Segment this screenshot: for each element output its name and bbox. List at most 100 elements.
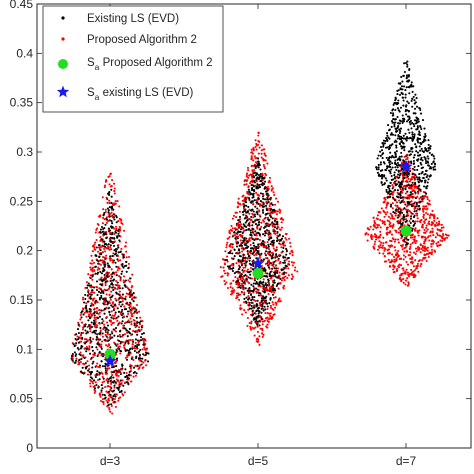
scatter-point	[262, 220, 266, 223]
scatter-point	[98, 259, 101, 262]
scatter-point	[123, 305, 126, 308]
scatter-point	[428, 223, 431, 226]
scatter-point	[228, 229, 231, 233]
scatter-point	[412, 156, 415, 159]
scatter-point	[401, 187, 404, 190]
scatter-point	[382, 242, 385, 245]
scatter-point	[421, 244, 424, 247]
scatter-point	[241, 231, 244, 235]
scatter-point	[118, 297, 121, 300]
scatter-point	[425, 253, 428, 256]
scatter-point	[112, 288, 115, 292]
scatter-point	[289, 245, 292, 248]
scatter-point	[244, 287, 247, 290]
scatter-point	[107, 287, 110, 290]
scatter-point	[403, 250, 406, 253]
scatter-point	[403, 149, 406, 152]
scatter-point	[113, 384, 116, 387]
scatter-point	[231, 227, 234, 230]
scatter-point	[118, 391, 121, 394]
scatter-point	[235, 262, 238, 265]
scatter-point	[399, 82, 402, 85]
scatter-point	[101, 322, 104, 325]
scatter-point	[404, 89, 407, 92]
scatter-point	[85, 315, 88, 318]
scatter-point	[93, 297, 96, 300]
scatter-point	[98, 311, 101, 314]
scatter-point	[79, 351, 82, 354]
scatter-point	[410, 200, 413, 203]
scatter-point	[111, 286, 114, 289]
scatter-point	[119, 340, 123, 343]
scatter-point	[398, 93, 402, 96]
scatter-point	[226, 237, 229, 240]
scatter-point	[108, 300, 111, 303]
scatter-point	[236, 228, 239, 231]
scatter-point	[386, 196, 389, 199]
scatter-point	[254, 282, 257, 285]
scatter-point	[414, 197, 417, 200]
scatter-point	[255, 303, 258, 306]
scatter-point	[263, 234, 266, 237]
scatter-point	[421, 119, 425, 122]
scatter-point	[242, 213, 245, 216]
scatter-point	[121, 270, 124, 273]
scatter-point	[109, 319, 112, 322]
scatter-point	[264, 232, 267, 235]
scatter-point	[267, 245, 270, 248]
scatter-point	[231, 269, 234, 273]
scatter-point	[389, 225, 392, 228]
scatter-point	[415, 212, 418, 215]
scatter-point	[258, 204, 261, 208]
scatter-point	[275, 218, 278, 221]
scatter-point	[99, 291, 102, 295]
scatter-point	[242, 271, 245, 274]
scatter-point	[78, 353, 81, 356]
scatter-point	[114, 327, 118, 330]
scatter-point	[234, 211, 237, 214]
scatter-point	[101, 222, 104, 225]
scatter-point	[131, 343, 134, 346]
scatter-point	[229, 232, 232, 235]
scatter-point	[387, 157, 390, 160]
scatter-point	[91, 380, 94, 383]
scatter-point	[273, 193, 276, 197]
scatter-point	[124, 368, 127, 371]
scatter-point	[71, 342, 74, 345]
scatter-point	[127, 351, 130, 354]
scatter-point	[110, 316, 113, 319]
scatter-point	[280, 279, 283, 282]
scatter-point	[414, 182, 417, 186]
scatter-point	[115, 357, 118, 360]
scatter-point	[391, 207, 394, 210]
scatter-point	[223, 263, 227, 266]
scatter-point	[259, 175, 262, 178]
scatter-point	[102, 309, 105, 312]
scatter-point	[248, 271, 251, 274]
scatter-point	[88, 338, 92, 341]
scatter-point	[389, 231, 392, 234]
scatter-point	[243, 279, 247, 282]
scatter-point	[400, 85, 403, 88]
scatter-point	[136, 329, 139, 332]
scatter-point	[395, 231, 398, 234]
scatter-point	[414, 93, 417, 96]
scatter-point	[84, 329, 87, 332]
scatter-point	[423, 249, 426, 253]
scatter-point	[125, 250, 128, 253]
scatter-point	[110, 185, 113, 188]
scatter-point	[88, 310, 91, 313]
scatter-point	[386, 233, 389, 236]
scatter-point	[233, 234, 237, 237]
scatter-point	[422, 257, 425, 260]
scatter-point	[100, 340, 104, 343]
scatter-point	[419, 251, 422, 254]
scatter-point	[260, 225, 263, 228]
scatter-point	[98, 247, 101, 250]
scatter-point	[262, 285, 266, 288]
scatter-point	[373, 233, 376, 236]
scatter-point	[112, 328, 115, 331]
scatter-point	[392, 238, 395, 241]
scatter-point	[89, 310, 93, 313]
scatter-point	[389, 245, 392, 248]
